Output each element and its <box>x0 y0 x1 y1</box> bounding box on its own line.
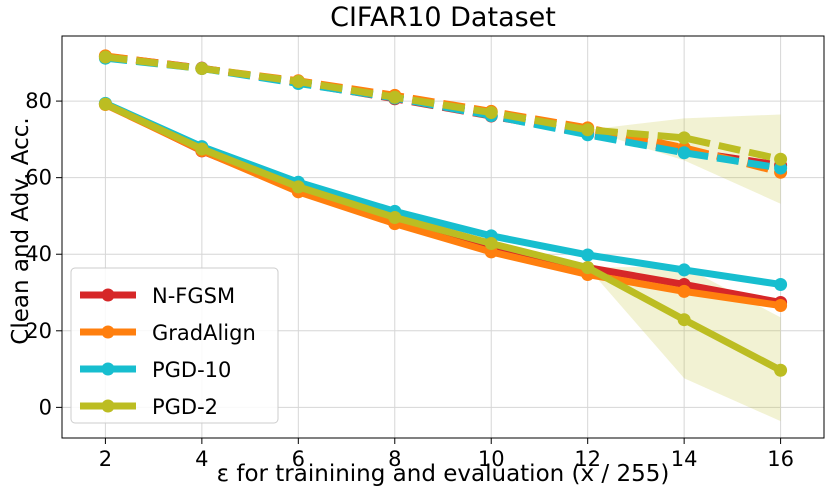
legend-box <box>70 267 279 424</box>
y-axis-ticks: 0 20 40 60 80 <box>25 89 62 419</box>
data-point <box>195 142 209 156</box>
series-line <box>103 100 783 374</box>
data-point <box>677 313 691 327</box>
data-point <box>291 75 305 89</box>
data-point <box>677 146 691 160</box>
data-point <box>774 363 788 377</box>
x-tick-label: 8 <box>388 447 401 471</box>
data-point <box>677 131 691 145</box>
data-point <box>677 284 691 298</box>
data-point <box>291 180 305 194</box>
data-point <box>581 123 595 137</box>
data-point <box>774 299 788 313</box>
std-band-clean <box>105 57 781 204</box>
y-axis-title: Clean and Adv. Acc. <box>8 117 34 344</box>
y-tick-label: 20 <box>25 319 52 343</box>
x-tick-label: 2 <box>99 447 112 471</box>
data-point <box>388 210 402 224</box>
series-pgd-2-robust <box>98 97 788 377</box>
chart-title: CIFAR10 Dataset <box>330 2 556 33</box>
data-point <box>388 90 402 104</box>
data-point <box>581 248 595 262</box>
legend-entry-gradalign: GradAlign <box>80 321 256 345</box>
data-point <box>484 237 498 251</box>
legend-entry-pgd-10: PGD-10 <box>80 358 231 382</box>
legend-label: PGD-10 <box>152 358 231 382</box>
y-tick-label: 0 <box>39 395 52 419</box>
data-point <box>581 261 595 275</box>
x-tick-label: 16 <box>767 447 794 471</box>
y-tick-label: 60 <box>25 166 52 190</box>
x-tick-label: 10 <box>478 447 505 471</box>
legend-swatch-marker <box>101 288 115 302</box>
y-tick-label: 40 <box>25 242 52 266</box>
legend-swatch-marker <box>101 362 115 376</box>
std-band-robust <box>105 104 781 422</box>
legend-swatch-marker <box>101 399 115 413</box>
legend-label: GradAlign <box>152 321 256 345</box>
y-tick-label: 80 <box>25 89 52 113</box>
data-point <box>774 152 788 166</box>
legend: N-FGSM GradAlign PGD-10 PGD-2 <box>70 267 279 424</box>
data-point <box>98 97 112 111</box>
legend-label: PGD-2 <box>152 395 218 419</box>
legend-entry-n-fgsm: N-FGSM <box>80 284 235 308</box>
legend-swatch-marker <box>101 325 115 339</box>
x-tick-label: 12 <box>574 447 601 471</box>
std-bands <box>105 57 781 422</box>
legend-label: N-FGSM <box>152 284 235 308</box>
plot-border <box>61 35 825 439</box>
x-tick-label: 4 <box>195 447 208 471</box>
series-pgd-2-clean <box>98 50 788 166</box>
x-tick-label: 6 <box>292 447 305 471</box>
data-point <box>484 106 498 120</box>
data-point <box>195 62 209 76</box>
x-axis-title: ε for trainining and evaluation (x / 255… <box>217 461 670 487</box>
data-point <box>677 263 691 277</box>
series-lines <box>98 49 788 377</box>
data-point <box>774 277 788 291</box>
x-axis-ticks: 2 4 6 8 10 12 14 16 <box>99 438 794 471</box>
data-point <box>98 50 112 64</box>
x-tick-label: 14 <box>671 447 698 471</box>
legend-entry-pgd-2: PGD-2 <box>80 395 218 419</box>
series-line <box>104 53 782 163</box>
